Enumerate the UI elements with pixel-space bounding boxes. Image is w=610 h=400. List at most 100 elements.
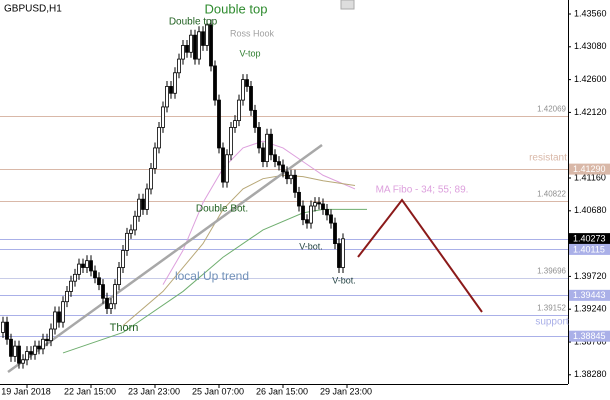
candle-body	[149, 168, 153, 190]
candle-body	[213, 65, 217, 101]
candle-body	[245, 79, 249, 87]
price-box	[569, 289, 610, 301]
candle-body	[61, 301, 65, 323]
moving-average	[62, 208, 367, 354]
candle-body	[193, 34, 197, 60]
x-tick-label: 19 Jan 2018	[1, 386, 51, 396]
candle-body	[273, 154, 277, 163]
x-tick-label: 26 Jan 15:00	[256, 386, 308, 396]
annotation: Double Bot.	[196, 204, 248, 215]
candle-body	[1, 321, 5, 333]
candle-body	[225, 154, 229, 183]
candle-body	[177, 58, 181, 74]
candle-body	[265, 133, 269, 163]
candle-body	[17, 345, 21, 364]
candle-body	[253, 109, 257, 128]
price-box-label: 1.40273	[573, 233, 606, 243]
candle-body	[69, 280, 73, 292]
candle-body	[201, 31, 205, 46]
candle-body	[21, 359, 25, 364]
candle-body	[313, 202, 317, 207]
x-tick-label: 29 Jan 23:00	[320, 386, 372, 396]
candle-body	[121, 250, 125, 268]
annotation: V-bot.	[332, 275, 356, 285]
candle-body	[133, 215, 137, 231]
price-box-label: 1.39443	[573, 290, 606, 300]
candle-body	[205, 24, 209, 46]
annotation: Ross Hook	[230, 28, 275, 38]
annotation: resistant	[529, 153, 567, 164]
candle-body	[141, 198, 145, 210]
candle-body	[217, 99, 221, 149]
candle-body	[181, 45, 185, 60]
candle-body	[97, 277, 101, 286]
candle-body	[105, 297, 109, 309]
x-tick-label: 23 Jan 23:00	[128, 386, 180, 396]
candle-body	[333, 222, 337, 245]
annotation: Thorn	[110, 322, 139, 334]
price-box	[569, 163, 610, 175]
candle-body	[5, 321, 9, 340]
candle-body	[29, 351, 33, 355]
y-tick-label: 1.41160	[574, 172, 606, 182]
candle-body	[321, 203, 325, 210]
candle-body	[45, 338, 49, 342]
trend-line	[7, 143, 323, 374]
y-tick-label: 1.43560	[574, 8, 607, 18]
y-tick-label: 1.39720	[574, 271, 607, 281]
candle-body	[197, 31, 201, 60]
candle-body	[165, 86, 169, 108]
candle-body	[297, 191, 301, 207]
candle-body	[125, 232, 129, 251]
candle-body	[293, 174, 297, 193]
level-label: 1.39152	[537, 304, 566, 313]
annotation: MA Fibo - 34; 55; 89.	[376, 185, 469, 196]
candle-body	[9, 338, 13, 357]
candle-body	[257, 127, 261, 149]
candle-body	[153, 147, 157, 169]
candle-body	[221, 147, 225, 183]
candle-body	[89, 260, 93, 272]
candle-body	[189, 34, 193, 53]
candle-body	[93, 270, 97, 279]
candle-body	[261, 147, 265, 163]
y-tick-label: 1.42600	[574, 74, 607, 84]
price-box	[569, 233, 610, 245]
candle-body	[129, 229, 133, 234]
candle-body	[249, 86, 253, 111]
candle-body	[109, 303, 113, 309]
candle-body	[341, 238, 345, 268]
candle-body	[317, 202, 321, 205]
level-label: 1.42069	[537, 105, 566, 114]
level-label: 1.40822	[537, 190, 566, 199]
candle-body	[269, 133, 273, 156]
candle-body	[169, 86, 173, 94]
candle-body	[241, 79, 245, 101]
candle-body	[289, 174, 293, 180]
chart-title: GBPUSD,H1	[4, 4, 62, 15]
candle-body	[161, 106, 165, 128]
candle-body	[281, 164, 285, 173]
candle-body	[49, 328, 53, 342]
candle-body	[329, 214, 333, 224]
candle-body	[237, 99, 241, 122]
y-tick-label: 1.42120	[574, 107, 607, 117]
y-tick-label: 1.38280	[574, 369, 607, 379]
x-tick-label: 25 Jan 07:00	[192, 386, 244, 396]
candle-body	[157, 127, 161, 149]
candle-body	[305, 219, 309, 224]
annotation: support	[535, 317, 569, 328]
y-tick-label: 1.40680	[574, 205, 607, 215]
candle-body	[85, 260, 89, 268]
candle-body	[65, 291, 69, 303]
chart-button[interactable]	[340, 0, 355, 10]
y-tick-label: 1.43080	[574, 41, 607, 51]
candle-body	[101, 284, 105, 299]
candle-body	[37, 345, 41, 350]
candle-body	[113, 284, 117, 305]
price-box-label: 1.40115	[573, 244, 605, 254]
candle-body	[81, 263, 85, 268]
candle-body	[285, 171, 289, 180]
